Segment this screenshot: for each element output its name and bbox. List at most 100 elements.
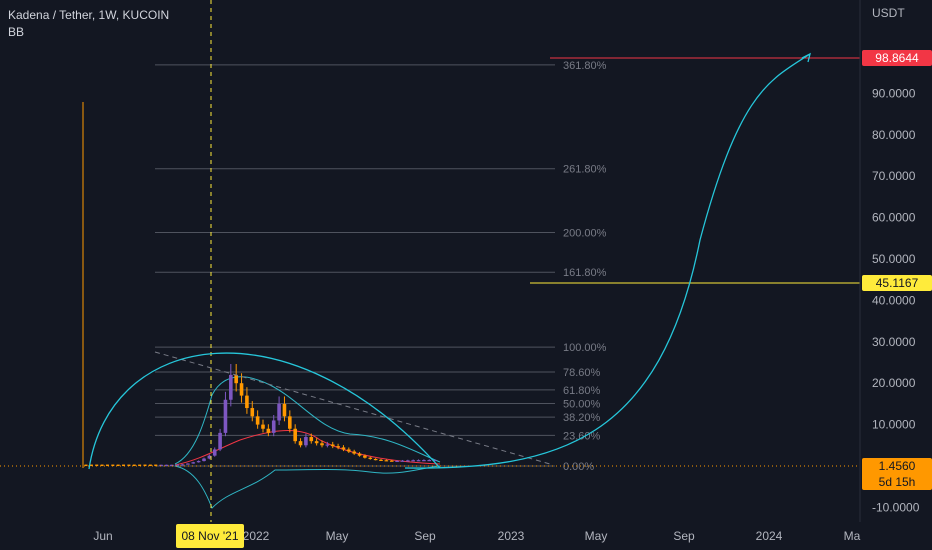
price-tick-label: 90.0000 <box>872 86 916 100</box>
candle <box>207 455 212 459</box>
candle <box>320 443 324 446</box>
candle <box>309 437 314 442</box>
current-price-badge: 1.4560 5d 15h <box>862 458 932 490</box>
candle <box>186 463 190 465</box>
candle <box>84 464 88 467</box>
time-tick-label: May <box>326 529 349 543</box>
fib-label: 23.60% <box>563 430 601 442</box>
candle <box>395 460 399 463</box>
candle <box>111 464 115 467</box>
candle <box>400 460 405 462</box>
candle <box>422 460 426 462</box>
fib-label: 38.20% <box>563 412 601 424</box>
candle <box>132 464 136 467</box>
candle <box>95 464 99 467</box>
price-tick-label: 30.0000 <box>872 335 916 349</box>
candle <box>384 460 389 462</box>
candle <box>180 464 185 466</box>
chart-legend: Kadena / Tether, 1W, KUCOIN BB <box>8 7 169 41</box>
candle <box>122 464 126 467</box>
candle <box>341 447 346 450</box>
price-tick-label: 40.0000 <box>872 293 916 307</box>
candle <box>293 428 297 442</box>
price-tick-label: 20.0000 <box>872 376 916 390</box>
current-price: 1.4560 <box>878 459 916 473</box>
candle <box>196 461 201 463</box>
time-tick-label: May <box>585 529 608 543</box>
candle <box>330 444 335 447</box>
crosshair-date-label: 08 Nov '21 <box>176 524 244 548</box>
price-tick-label: 50.0000 <box>872 252 916 266</box>
fib-label: 61.80% <box>563 385 601 397</box>
candle <box>127 464 131 467</box>
drawings <box>0 0 860 522</box>
fib-label: 0.00% <box>563 461 594 473</box>
candle <box>282 403 287 417</box>
candle <box>143 464 147 467</box>
candle <box>288 416 292 429</box>
time-tick-label: 2023 <box>498 529 525 543</box>
price-axis[interactable]: USDT 90.0000 80.0000 70.0000 60.0000 50.0000 4… <box>859 0 920 522</box>
candle <box>389 460 394 462</box>
candle <box>175 464 179 466</box>
candle <box>271 420 276 433</box>
trendline <box>154 351 551 465</box>
candle <box>363 455 367 458</box>
candle <box>234 374 238 384</box>
price-tick-label: 10.0000 <box>872 418 916 432</box>
time-tick-label: Jun <box>93 529 112 543</box>
candle <box>250 408 255 417</box>
price-tick-label: 80.0000 <box>872 128 916 142</box>
price-tick-label: 60.0000 <box>872 211 916 225</box>
candle <box>100 464 104 467</box>
candle <box>261 424 265 429</box>
candle <box>245 395 249 409</box>
candle <box>411 460 415 462</box>
candle <box>138 464 142 467</box>
candle <box>212 449 217 456</box>
time-tick-label: Sep <box>673 529 695 543</box>
candle <box>105 464 109 467</box>
candle <box>164 464 169 466</box>
projection-curve <box>404 53 811 469</box>
time-tick-label: Ma <box>844 529 861 543</box>
candle <box>304 437 308 446</box>
symbol-title[interactable]: Kadena / Tether, 1W, KUCOIN <box>8 8 170 22</box>
fib-label: 361.80% <box>563 60 607 72</box>
candle <box>347 449 351 452</box>
candle <box>202 458 206 462</box>
candle <box>148 464 152 467</box>
candle <box>170 464 174 466</box>
candle <box>159 464 163 466</box>
candle <box>229 374 233 400</box>
indicator-label[interactable]: BB <box>8 25 25 39</box>
candle <box>357 453 362 456</box>
candle <box>223 399 228 433</box>
candle <box>427 459 432 462</box>
currency-label: USDT <box>872 6 905 20</box>
fib-label: 161.80% <box>563 267 607 279</box>
candles <box>84 363 437 467</box>
candle <box>298 441 303 446</box>
candle <box>325 444 330 446</box>
candle <box>218 432 222 450</box>
price-tick-label: 70.0000 <box>872 169 916 183</box>
fib-label: 261.80% <box>563 164 607 176</box>
candle <box>314 441 319 444</box>
candle <box>406 460 410 462</box>
candle <box>191 462 196 464</box>
projection-arc <box>88 352 441 470</box>
time-axis[interactable]: Jun 2022 May Sep 2023 May Sep 2024 Ma <box>93 529 860 543</box>
candle <box>277 403 281 421</box>
bb-lower <box>174 465 441 509</box>
target-high-badge: 98.8644 <box>862 50 932 66</box>
fib-label: 50.00% <box>563 398 601 410</box>
projection-arrow <box>801 52 811 63</box>
candle <box>336 446 340 448</box>
bar-countdown: 5d 15h <box>878 475 916 489</box>
candle <box>89 464 93 467</box>
candle <box>154 464 158 467</box>
candle <box>373 458 378 461</box>
